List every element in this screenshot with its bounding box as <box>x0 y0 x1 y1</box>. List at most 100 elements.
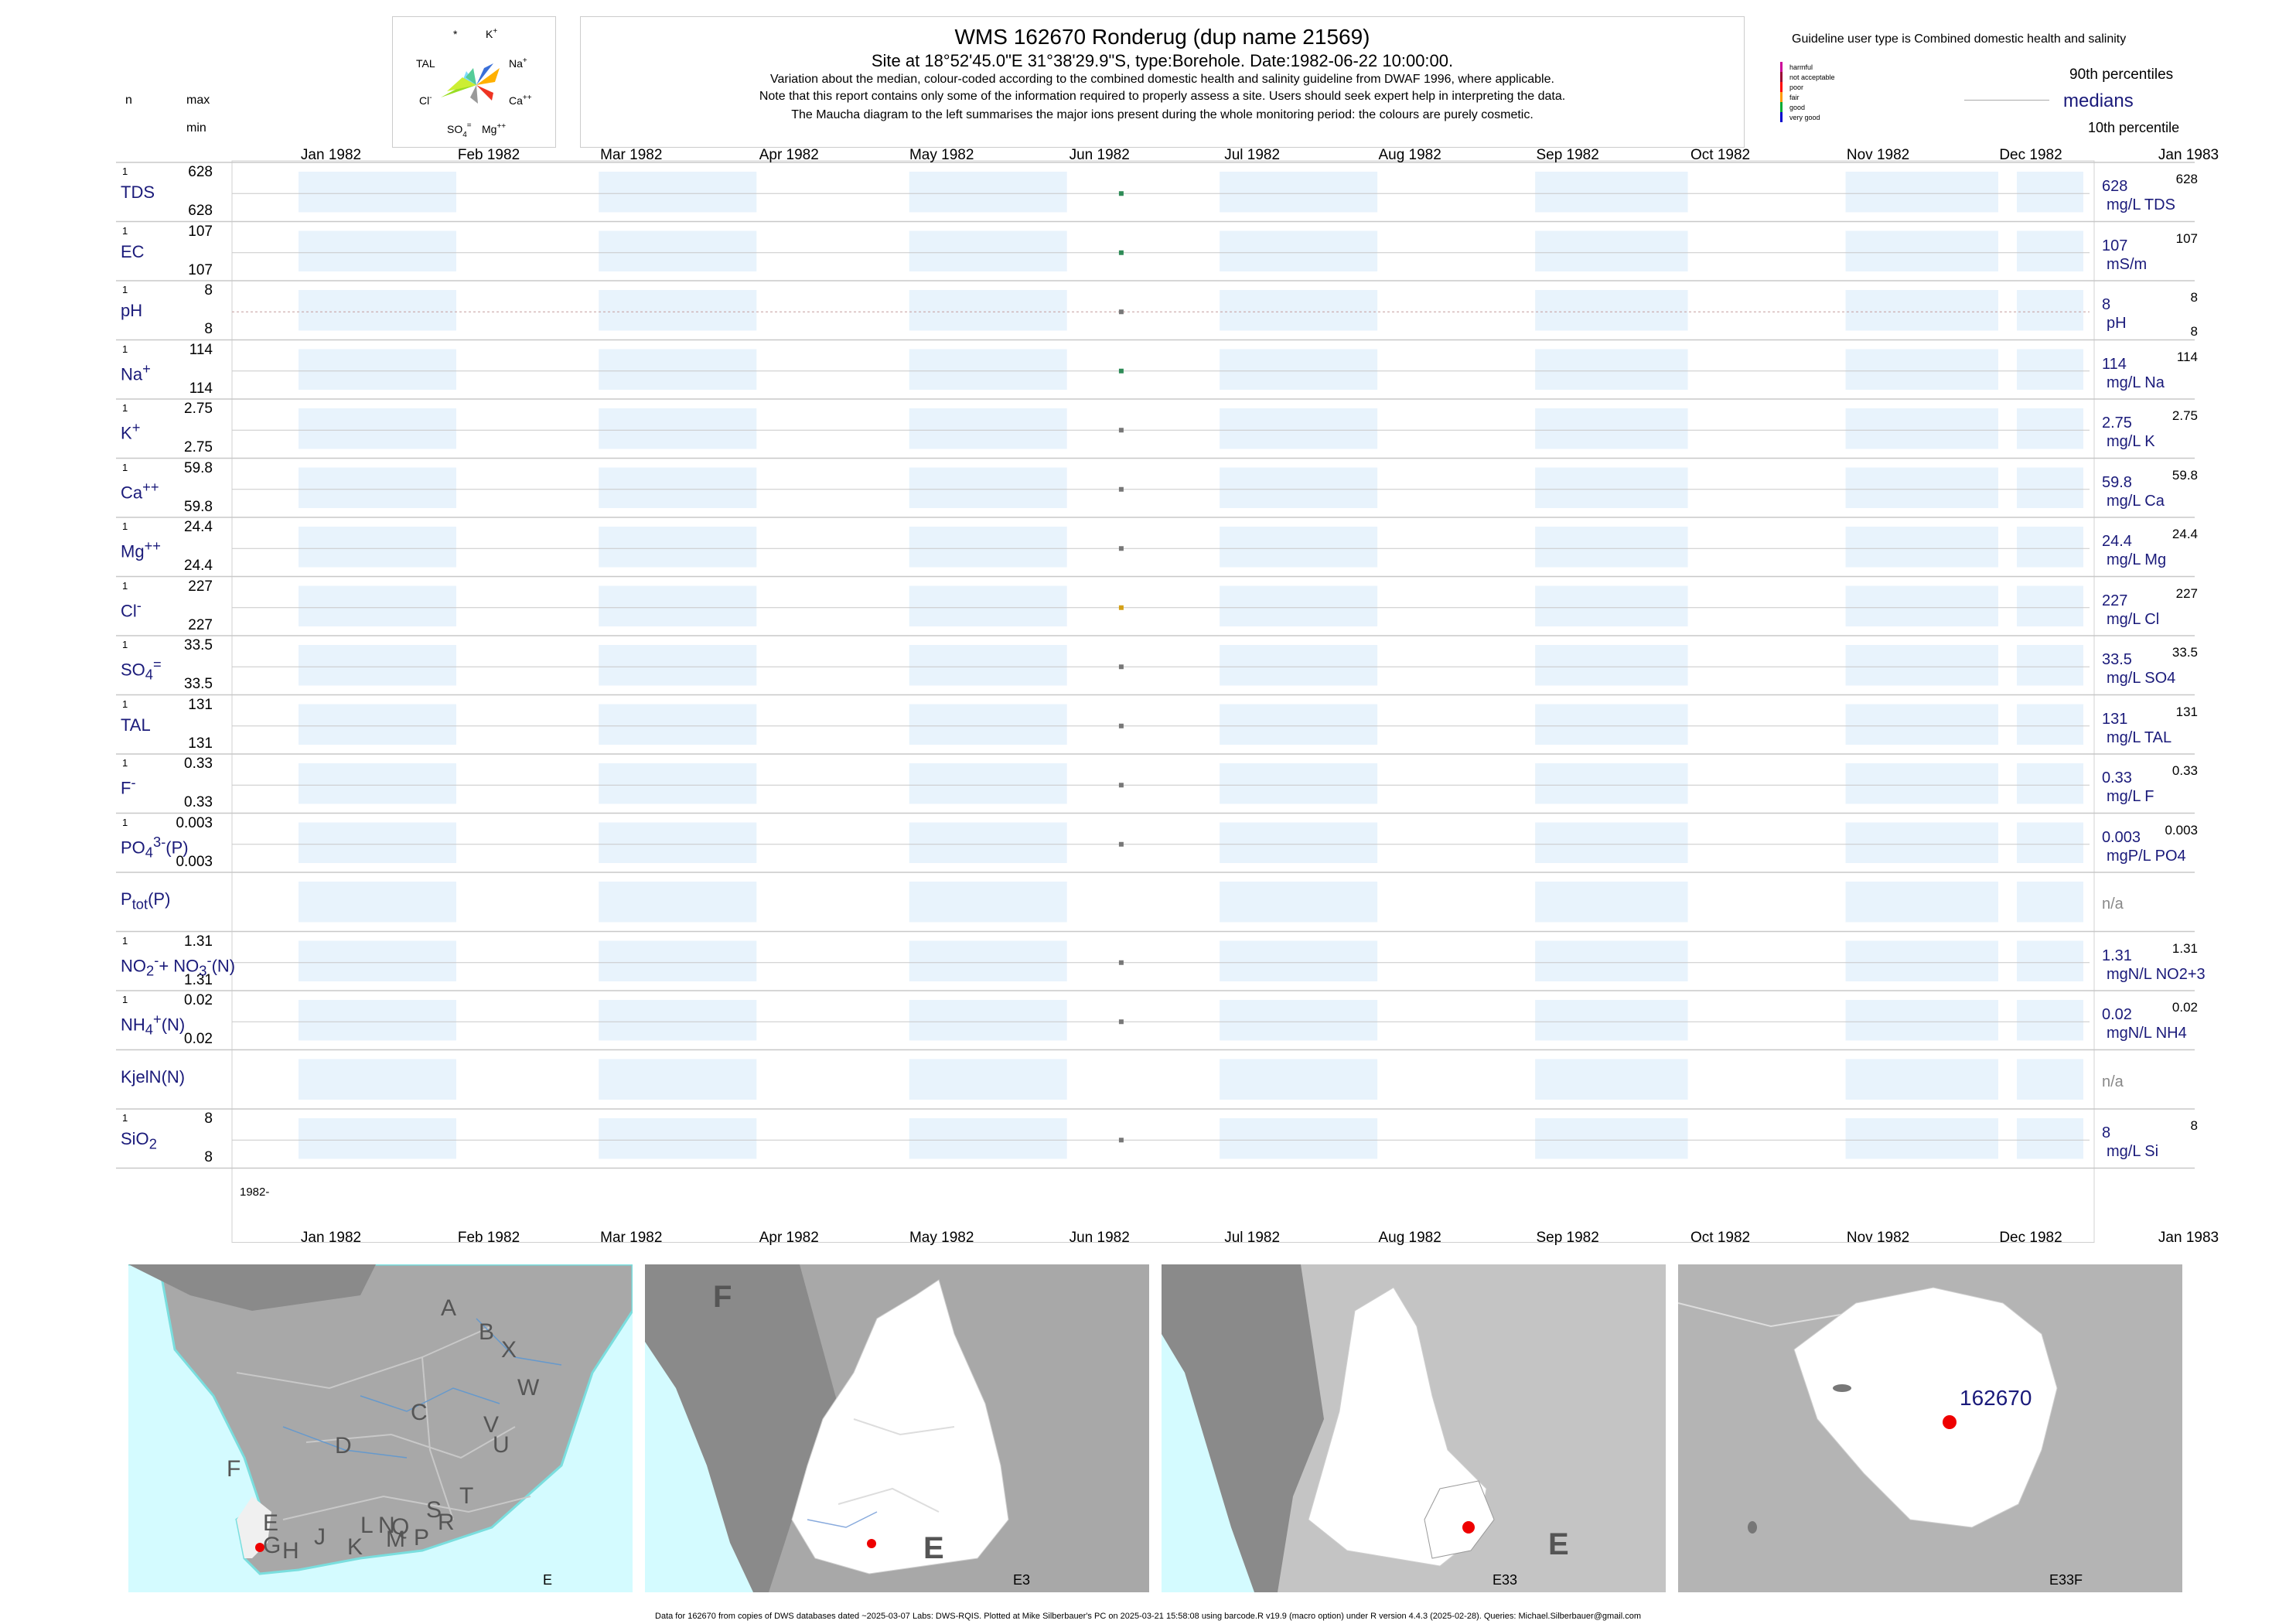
site-id-label: 162670 <box>1960 1386 2032 1410</box>
row-n-NH4(N): 1 <box>122 994 128 1005</box>
month-band <box>1845 1000 1998 1041</box>
right-unit-PO4(P): mgP/L PO4 <box>2107 847 2186 865</box>
legend-swatch <box>1780 92 1783 102</box>
x-tick-label-bottom: Jan 1983 <box>2158 1230 2219 1246</box>
row-label-SO4=: SO4= <box>121 656 162 683</box>
month-band <box>599 940 757 981</box>
month-band <box>909 1000 1067 1041</box>
row-min-TAL: 131 <box>188 735 213 752</box>
year-label: 1982- <box>240 1186 269 1199</box>
month-band <box>1220 822 1378 863</box>
month-band <box>299 349 457 390</box>
maucha-label-star: * <box>453 28 458 40</box>
month-band <box>599 408 757 449</box>
row-label-Ptot(P): Ptot(P) <box>121 889 171 913</box>
x-tick-label-top: Feb 1982 <box>458 147 520 163</box>
month-band <box>909 822 1067 863</box>
legend-class-label: not acceptable <box>1789 73 1835 81</box>
row-max-NH4(N): 0.02 <box>184 992 213 1008</box>
month-band <box>1845 349 1998 390</box>
month-band <box>1220 704 1378 745</box>
x-tick-label-bottom: Oct 1982 <box>1690 1230 1750 1246</box>
legend-p90: 90th percentiles <box>2069 67 2174 83</box>
site-marker <box>1462 1521 1475 1534</box>
data-point-F- <box>1118 783 1124 788</box>
row-max-SO4=: 33.5 <box>184 637 213 653</box>
row-label-K+: K+ <box>121 419 141 443</box>
page-title: WMS 162670 Ronderug (dup name 21569) <box>954 25 1370 49</box>
right-value-pH: 8 <box>2102 296 2111 313</box>
map-region-label-V: V <box>483 1412 499 1438</box>
site-info: Site at 18°52'45.0"E 31°38'29.9"S, type:… <box>871 51 1454 70</box>
month-band <box>909 882 1067 923</box>
month-band <box>1535 230 1688 271</box>
right-value-K+: 2.75 <box>2102 415 2132 432</box>
right-unit-Cl-: mg/L Cl <box>2107 610 2160 628</box>
note-1: Variation about the median, colour-coded… <box>770 73 1554 86</box>
right-unit-Ca++: mg/L Ca <box>2107 492 2165 510</box>
row-n-F-: 1 <box>122 757 128 769</box>
legend-class-label: good <box>1789 103 1806 111</box>
month-band <box>1220 230 1378 271</box>
right-sup-SO4=: 33.5 <box>2171 645 2198 660</box>
legend-classes: harmful not acceptable poor fair good very go… <box>1780 62 1873 122</box>
map-region-label-S: S <box>426 1497 442 1523</box>
right-sup-PO4(P): 0.003 <box>2165 822 2198 838</box>
month-band <box>909 290 1067 331</box>
row-min-K+: 2.75 <box>184 439 213 455</box>
right-unit-TAL: mg/L TAL <box>2107 728 2172 746</box>
month-band <box>2017 1118 2083 1159</box>
month-band <box>299 763 457 804</box>
month-band <box>1535 1059 1688 1100</box>
month-band <box>1220 172 1378 213</box>
month-band <box>2017 467 2083 508</box>
month-band <box>1535 527 1688 568</box>
legend-class-good: good <box>1780 102 1873 112</box>
right-sup-Mg++: 24.4 <box>2171 527 2198 541</box>
row-min-Mg++: 24.4 <box>184 558 213 574</box>
right-unit-TDS: mg/L TDS <box>2107 196 2175 213</box>
maucha-svg: * K+ TAL Na+ Cl- Ca++ SO4= Mg++ <box>416 27 532 139</box>
month-band <box>1845 882 1998 923</box>
month-band <box>599 704 757 745</box>
map-region-label-E: E <box>263 1510 278 1536</box>
map-region-label: F <box>713 1280 732 1314</box>
row-min-Ca++: 59.8 <box>184 498 213 515</box>
row-label-EC: EC <box>121 241 145 261</box>
x-tick-label-bottom: Jun 1982 <box>1070 1230 1130 1246</box>
month-band <box>1220 645 1378 686</box>
right-unit-SO4=: mg/L SO4 <box>2107 670 2176 687</box>
month-band <box>1535 467 1688 508</box>
row-min-TDS: 628 <box>188 203 213 219</box>
month-band <box>599 230 757 271</box>
month-band <box>599 763 757 804</box>
legend-guideline-text: Guideline user type is Combined domestic… <box>1792 32 2127 46</box>
map-corner-label: E3 <box>1013 1572 1030 1588</box>
row-label-TAL: TAL <box>121 715 151 735</box>
map-region-label-X: X <box>501 1337 517 1363</box>
row-n-Ca++: 1 <box>122 461 128 473</box>
row-n-SO4=: 1 <box>122 639 128 650</box>
data-point-Na+ <box>1118 368 1124 374</box>
legend-class-very-good: very good <box>1780 112 1873 122</box>
right-unit-NO2+NO3(N): mgN/L NO2+3 <box>2107 965 2206 983</box>
right-unit-K+: mg/L K <box>2107 433 2155 450</box>
right-value-PO4(P): 0.003 <box>2102 828 2141 846</box>
x-tick-label-bottom: Jan 1982 <box>301 1230 361 1246</box>
row-label-F-: F- <box>121 774 136 798</box>
x-tick-label-top: Nov 1982 <box>1847 147 1909 163</box>
row-min-SO4=: 33.5 <box>184 676 213 692</box>
right-value-TAL: 131 <box>2102 710 2128 728</box>
legend-class-fair: fair <box>1780 92 1873 102</box>
map-panel-e33f: 162670 E33F <box>1678 1264 2182 1592</box>
month-band <box>1845 822 1998 863</box>
month-band <box>2017 349 2083 390</box>
x-tick-label-top: Dec 1982 <box>1999 147 2062 163</box>
month-band <box>299 704 457 745</box>
map-region-label-M: M <box>386 1527 405 1552</box>
map-region-label-T: T <box>459 1483 473 1509</box>
maucha-diagram: * K+ TAL Na+ Cl- Ca++ SO4= Mg++ <box>392 16 556 148</box>
data-point-SiO2 <box>1118 1138 1124 1143</box>
month-band <box>2017 704 2083 745</box>
